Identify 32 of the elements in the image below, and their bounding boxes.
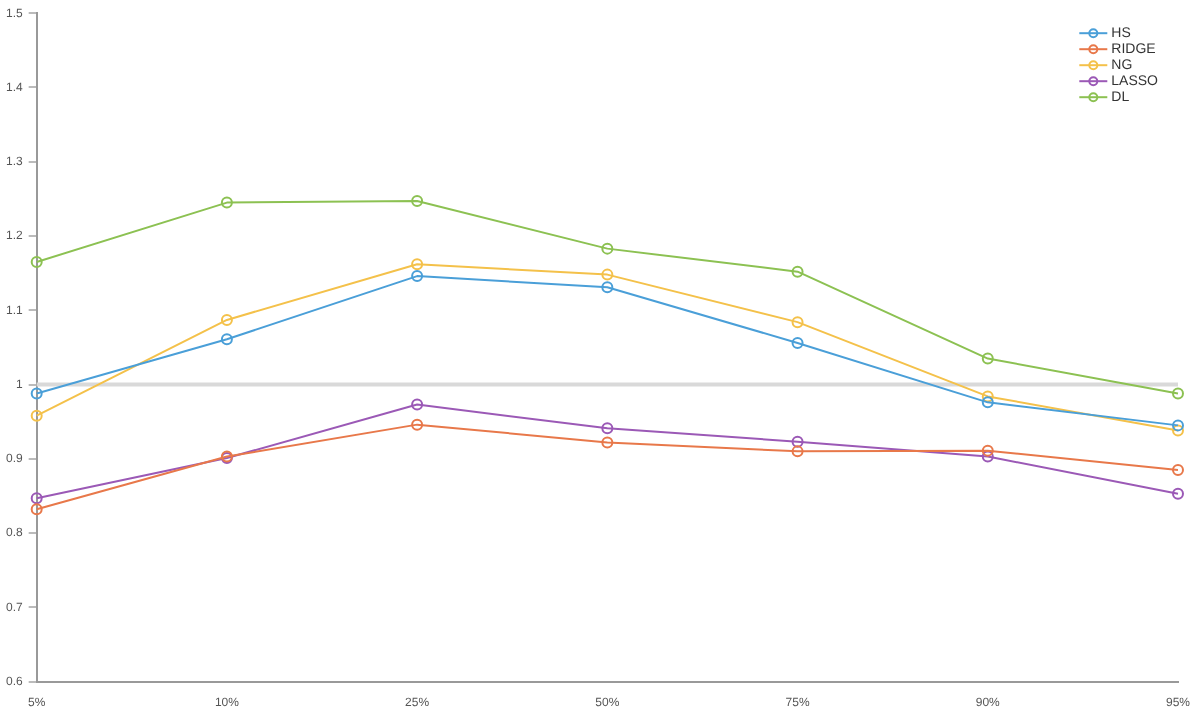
point (601, 268, 614, 281)
point (220, 313, 233, 326)
point (411, 258, 424, 271)
point (791, 445, 804, 458)
point (411, 270, 424, 283)
point (981, 352, 994, 365)
point (981, 396, 994, 409)
point (601, 242, 614, 255)
point (411, 418, 424, 431)
point (601, 436, 614, 449)
point (981, 444, 994, 457)
point (1171, 424, 1184, 437)
point (1171, 387, 1184, 400)
point (30, 409, 43, 422)
point (791, 435, 804, 448)
point (1171, 487, 1184, 500)
point (411, 195, 424, 208)
point (220, 196, 233, 209)
point (791, 316, 804, 329)
point (1171, 463, 1184, 476)
point (981, 390, 994, 403)
point (30, 255, 43, 268)
point (791, 265, 804, 278)
point (30, 387, 43, 400)
point (1171, 419, 1184, 432)
point (791, 336, 804, 349)
point (601, 422, 614, 435)
point (411, 398, 424, 411)
point (220, 333, 233, 346)
point (601, 281, 614, 294)
point (30, 492, 43, 505)
point (30, 503, 43, 516)
